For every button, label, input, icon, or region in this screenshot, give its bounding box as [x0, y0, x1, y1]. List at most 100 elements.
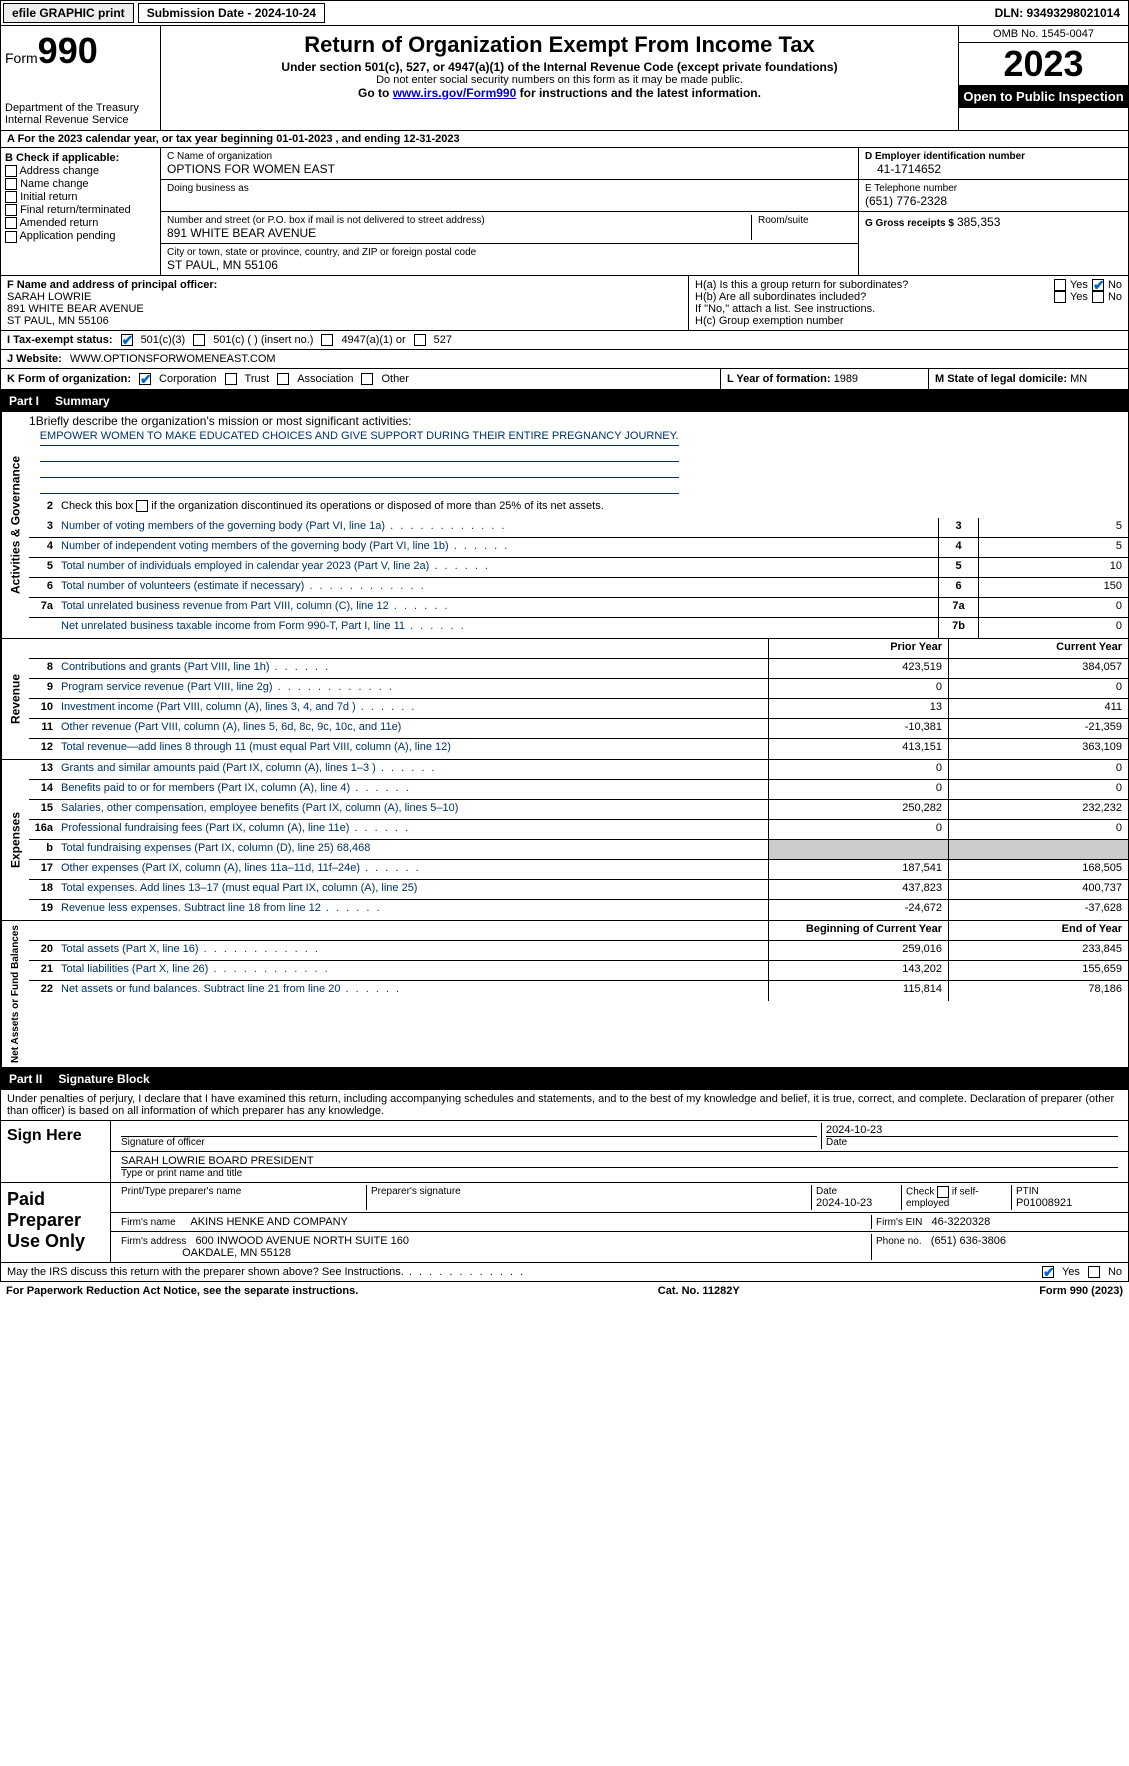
self-employed-checkbox[interactable] — [937, 1186, 949, 1198]
association-checkbox[interactable] — [277, 373, 289, 385]
form-instructions-link-row: Go to www.irs.gov/Form990 for instructio… — [165, 86, 954, 100]
line-5-value: 10 — [978, 558, 1128, 577]
trust-checkbox[interactable] — [225, 373, 237, 385]
h-a-yes-checkbox[interactable] — [1054, 279, 1066, 291]
line-9-label: Program service revenue (Part VIII, line… — [57, 679, 768, 698]
line-16a-prior: 0 — [768, 820, 948, 839]
group-return-row: H(a) Is this a group return for subordin… — [695, 279, 1122, 291]
line-20-prior: 259,016 — [768, 941, 948, 960]
efile-print-button[interactable]: efile GRAPHIC print — [3, 3, 134, 23]
may-discuss-row: May the IRS discuss this return with the… — [0, 1263, 1129, 1282]
line-17-prior: 187,541 — [768, 860, 948, 879]
firm-ein: 46-3220328 — [932, 1216, 991, 1228]
begin-year-header: Beginning of Current Year — [768, 921, 948, 940]
line-11-label: Other revenue (Part VIII, column (A), li… — [57, 719, 768, 738]
sign-here-label: Sign Here — [1, 1121, 111, 1182]
line-22-current: 78,186 — [948, 981, 1128, 1001]
527-checkbox[interactable] — [414, 334, 426, 346]
activities-governance-section: Activities & Governance 1 Briefly descri… — [0, 412, 1129, 639]
gross-receipts-value: 385,353 — [957, 215, 1000, 229]
checkbox-name-change[interactable]: Name change — [5, 178, 156, 190]
preparer-name-label: Print/Type preparer's name — [121, 1186, 362, 1197]
line-2: Check this box if the organization disco… — [57, 498, 1128, 518]
box-b-title: B Check if applicable: — [5, 152, 156, 164]
preparer-date-label: Date — [816, 1186, 897, 1197]
501c3-checkbox[interactable] — [121, 334, 133, 346]
line-9-prior: 0 — [768, 679, 948, 698]
sign-here-block: Sign Here Signature of officer 2024-10-2… — [0, 1121, 1129, 1183]
header-info-block: B Check if applicable: Address change Na… — [0, 148, 1129, 276]
sign-date: 2024-10-23 — [826, 1124, 1118, 1136]
corporation-checkbox[interactable] — [139, 373, 151, 385]
checkbox-application-pending[interactable]: Application pending — [5, 230, 156, 242]
firm-phone: (651) 636-3806 — [931, 1235, 1006, 1247]
other-checkbox[interactable] — [361, 373, 373, 385]
discontinued-checkbox[interactable] — [136, 500, 148, 512]
irs-link[interactable]: www.irs.gov/Form990 — [393, 86, 517, 100]
form-title: Return of Organization Exempt From Incom… — [165, 32, 954, 58]
ein-value: 41-1714652 — [865, 162, 1122, 176]
line-5-label: Total number of individuals employed in … — [57, 558, 938, 577]
officer-sig-label: Signature of officer — [121, 1136, 817, 1148]
revenue-section: Revenue bPrior YearCurrent Year 8Contrib… — [0, 639, 1129, 760]
submission-date: Submission Date - 2024-10-24 — [138, 3, 325, 23]
h-b-yes-checkbox[interactable] — [1054, 291, 1066, 303]
line-7b-value: 0 — [978, 618, 1128, 638]
line-12-current: 363,109 — [948, 739, 1128, 759]
line-16b-prior-shaded — [768, 840, 948, 859]
gross-receipts-label: G Gross receipts $ — [865, 218, 954, 229]
line-18-prior: 437,823 — [768, 880, 948, 899]
line-13-prior: 0 — [768, 760, 948, 779]
part-2-header: Part IISignature Block — [0, 1068, 1129, 1090]
line-11-prior: -10,381 — [768, 719, 948, 738]
line-14-current: 0 — [948, 780, 1128, 799]
department-label: Department of the Treasury Internal Reve… — [5, 102, 156, 126]
preparer-date: 2024-10-23 — [816, 1197, 897, 1209]
discuss-no-checkbox[interactable] — [1088, 1266, 1100, 1278]
checkbox-final-return[interactable]: Final return/terminated — [5, 204, 156, 216]
line-8-prior: 423,519 — [768, 659, 948, 678]
line-3-value: 5 — [978, 518, 1128, 537]
footer-mid: Cat. No. 11282Y — [658, 1285, 740, 1297]
form-subtitle-1: Under section 501(c), 527, or 4947(a)(1)… — [165, 60, 954, 74]
form-subtitle-2: Do not enter social security numbers on … — [165, 74, 954, 86]
checkbox-address-change[interactable]: Address change — [5, 165, 156, 177]
perjury-statement: Under penalties of perjury, I declare th… — [0, 1090, 1129, 1121]
officer-name-title: SARAH LOWRIE BOARD PRESIDENT — [121, 1155, 1118, 1167]
checkbox-initial-return[interactable]: Initial return — [5, 191, 156, 203]
line-21-label: Total liabilities (Part X, line 26) — [57, 961, 768, 980]
501c-checkbox[interactable] — [193, 334, 205, 346]
tax-year: 2023 — [959, 43, 1128, 85]
line-8-current: 384,057 — [948, 659, 1128, 678]
checkbox-amended-return[interactable]: Amended return — [5, 217, 156, 229]
line-9-current: 0 — [948, 679, 1128, 698]
line-19-current: -37,628 — [948, 900, 1128, 920]
line-7a-label: Total unrelated business revenue from Pa… — [57, 598, 938, 617]
firm-address-1: 600 INWOOD AVENUE NORTH SUITE 160 — [195, 1235, 409, 1247]
org-name-label: C Name of organization — [167, 151, 852, 162]
form-header: Form990 Department of the Treasury Inter… — [0, 26, 1129, 131]
line-19-prior: -24,672 — [768, 900, 948, 920]
h-a-no-checkbox[interactable] — [1092, 279, 1104, 291]
room-label: Room/suite — [758, 215, 852, 226]
ptin-label: PTIN — [1016, 1186, 1118, 1197]
line-6-value: 150 — [978, 578, 1128, 597]
line-4-label: Number of independent voting members of … — [57, 538, 938, 557]
line-4-value: 5 — [978, 538, 1128, 557]
h-b-no-checkbox[interactable] — [1092, 291, 1104, 303]
line-17-current: 168,505 — [948, 860, 1128, 879]
city-state-zip: ST PAUL, MN 55106 — [167, 258, 852, 272]
4947-checkbox[interactable] — [321, 334, 333, 346]
prior-year-header: Prior Year — [768, 639, 948, 658]
tab-net-assets: Net Assets or Fund Balances — [1, 921, 29, 1067]
line-16b-label: Total fundraising expenses (Part IX, col… — [57, 840, 768, 859]
line-7b-label: Net unrelated business taxable income fr… — [57, 618, 938, 638]
discuss-yes-checkbox[interactable] — [1042, 1266, 1054, 1278]
klm-row: K Form of organization: Corporation Trus… — [0, 369, 1129, 390]
end-year-header: End of Year — [948, 921, 1128, 940]
current-year-header: Current Year — [948, 639, 1128, 658]
line-8-label: Contributions and grants (Part VIII, lin… — [57, 659, 768, 678]
preparer-sig-label: Preparer's signature — [371, 1186, 807, 1197]
line-12-label: Total revenue—add lines 8 through 11 (mu… — [57, 739, 768, 759]
sign-date-label: Date — [826, 1136, 1118, 1148]
